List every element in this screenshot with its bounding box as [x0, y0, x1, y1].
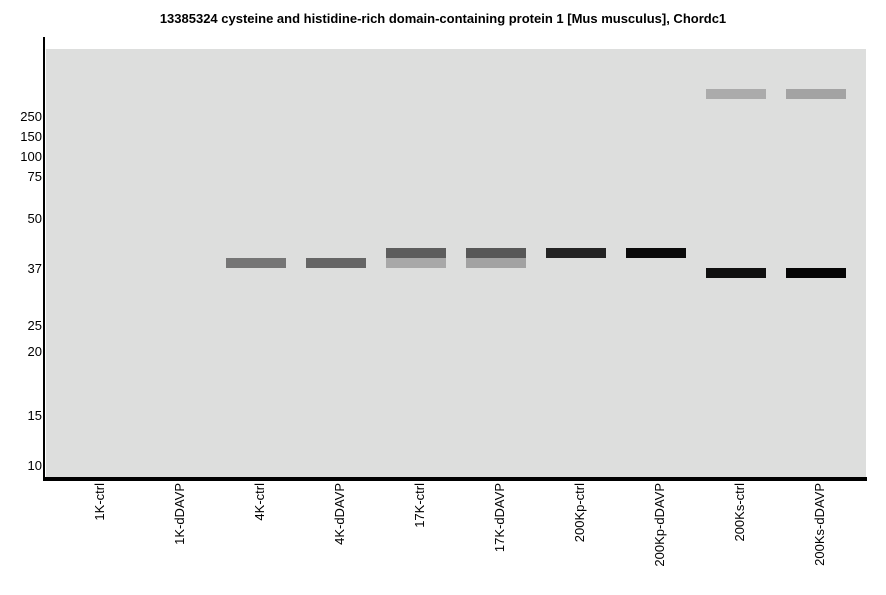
- lane-label: 200Kp-dDAVP: [652, 483, 667, 567]
- gel-band: [626, 248, 686, 258]
- lane-label: 1K-ctrl: [92, 483, 107, 521]
- gel-band: [786, 89, 846, 99]
- y-axis-line: [43, 37, 45, 481]
- y-axis-tick-label: 15: [27, 408, 42, 423]
- gel-band: [786, 268, 846, 278]
- y-axis-tick-label: 10: [27, 458, 42, 473]
- lane-label: 4K-dDAVP: [332, 483, 347, 545]
- x-axis-line: [43, 477, 867, 481]
- y-axis-tick-label: 250: [20, 109, 42, 124]
- gel-band: [706, 268, 766, 278]
- gel-band: [226, 258, 286, 268]
- lane-label: 200Ks-dDAVP: [812, 483, 827, 566]
- lane-label: 1K-dDAVP: [172, 483, 187, 545]
- gel-band: [706, 89, 766, 99]
- lane-label: 17K-ctrl: [412, 483, 427, 528]
- lane-label: 17K-dDAVP: [492, 483, 507, 553]
- y-axis-tick-label: 100: [20, 149, 42, 164]
- y-axis-tick-label: 150: [20, 129, 42, 144]
- gel-band: [386, 248, 446, 258]
- y-axis-tick-label: 37: [27, 261, 42, 276]
- gel-band: [306, 258, 366, 268]
- y-axis-tick-label: 25: [27, 318, 42, 333]
- lane-label: 4K-ctrl: [252, 483, 267, 521]
- y-axis-tick-label: 20: [27, 344, 42, 359]
- y-axis-tick-label: 75: [27, 169, 42, 184]
- gel-band: [386, 258, 446, 268]
- gel-band: [546, 248, 606, 258]
- plot-area: [46, 49, 866, 477]
- y-axis-tick-label: 50: [27, 211, 42, 226]
- lane-label: 200Ks-ctrl: [732, 483, 747, 542]
- figure-title: 13385324 cysteine and histidine-rich dom…: [159, 11, 727, 26]
- lane-label: 200Kp-ctrl: [572, 483, 587, 543]
- gel-band: [466, 248, 526, 258]
- gel-band: [466, 258, 526, 268]
